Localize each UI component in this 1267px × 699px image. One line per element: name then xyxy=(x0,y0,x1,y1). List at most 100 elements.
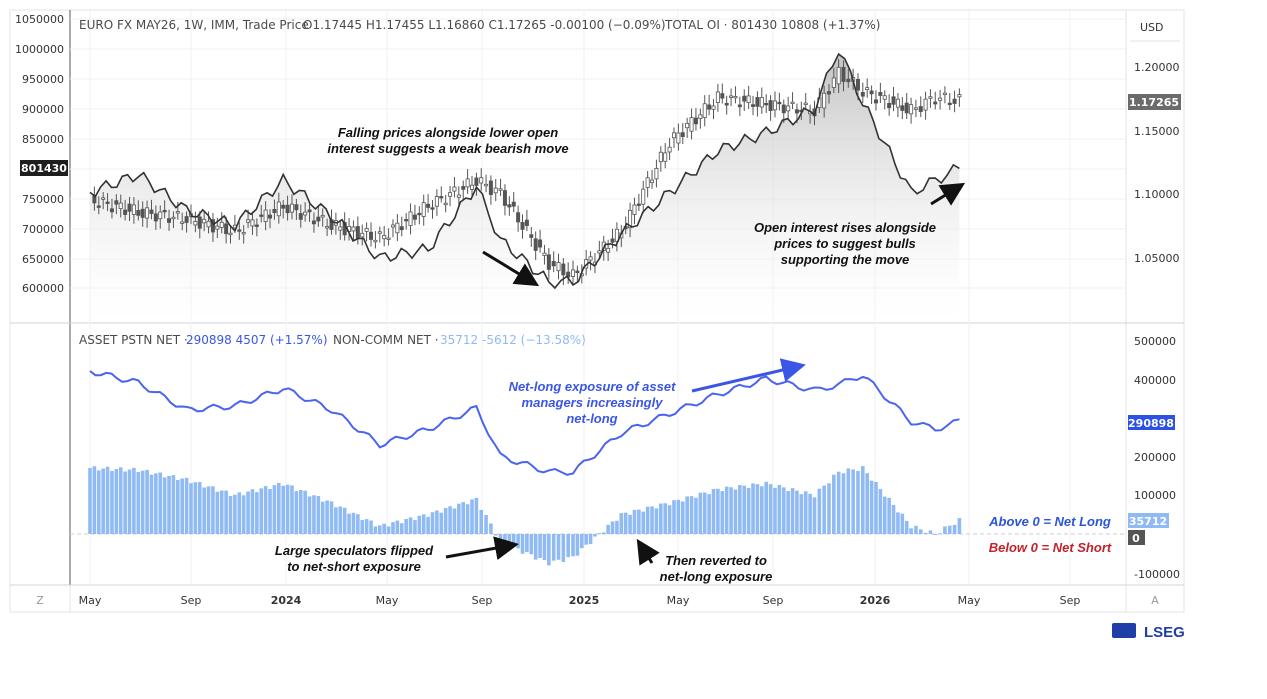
noncomm-bar xyxy=(846,468,851,534)
noncomm-bar xyxy=(294,491,299,534)
noncomm-bar xyxy=(465,504,470,534)
noncomm-bar xyxy=(711,488,716,534)
lseg-logo: LSEG xyxy=(1112,623,1185,641)
noncomm-bar xyxy=(832,474,836,534)
candle-body xyxy=(298,213,303,220)
candle-body xyxy=(259,214,264,217)
time-axis: May Sep 2024 May Sep 2025 May Sep 2026 M… xyxy=(79,594,1081,607)
noncomm-bar xyxy=(395,520,400,534)
noncomm-bar xyxy=(118,467,123,534)
candle-body xyxy=(733,95,738,99)
candle-body xyxy=(764,103,769,106)
candle-body xyxy=(276,201,281,217)
candle-body xyxy=(448,192,453,197)
noncomm-bar xyxy=(312,495,316,534)
noncomm-bar xyxy=(645,506,650,534)
candle-body xyxy=(551,260,556,267)
noncomm-bar xyxy=(386,526,391,534)
noncomm-bar xyxy=(623,512,628,534)
time-tick: Sep xyxy=(472,594,493,607)
noncomm-bar xyxy=(615,520,619,534)
candle-body xyxy=(175,211,180,214)
candle-body xyxy=(417,212,422,216)
noncomm-bar xyxy=(637,509,641,534)
lower-tick: 100000 xyxy=(1134,489,1176,502)
noncomm-bar xyxy=(874,481,878,534)
noncomm-bar xyxy=(933,534,938,535)
noncomm-net-bars xyxy=(88,466,962,566)
right-axis: 1.20000 1.15000 1.10000 1.05000 xyxy=(1134,61,1180,265)
candle-body xyxy=(654,168,659,180)
noncomm-bar xyxy=(790,488,795,534)
candle-body xyxy=(493,187,498,194)
candle-body xyxy=(720,93,725,99)
candle-body xyxy=(777,101,782,105)
noncomm-bar xyxy=(851,469,855,534)
noncomm-bar xyxy=(566,534,570,558)
time-tick: May xyxy=(79,594,102,607)
annotation-revert-line2: net-long exposure xyxy=(660,569,773,584)
noncomm-bar xyxy=(277,482,281,534)
candle-body xyxy=(895,98,900,108)
noncomm-bar xyxy=(180,478,185,534)
noncomm-bar xyxy=(127,469,132,534)
time-tick: 2024 xyxy=(271,594,302,607)
candle-body xyxy=(882,95,887,100)
candle-body xyxy=(685,122,690,129)
lseg-logo-mark xyxy=(1112,623,1136,638)
noncomm-bar xyxy=(413,520,417,534)
candle-body xyxy=(390,224,395,228)
candle-body xyxy=(281,204,286,209)
asset-position-path xyxy=(89,370,960,476)
candle-body xyxy=(153,213,158,222)
noncomm-last-badge xyxy=(1128,513,1169,528)
candle-body xyxy=(533,238,538,251)
noncomm-bar xyxy=(171,475,176,534)
candle-body xyxy=(524,219,529,227)
candle-body xyxy=(364,227,369,232)
noncomm-bar xyxy=(263,486,268,534)
timezone-button[interactable]: Z xyxy=(36,594,44,607)
candle-body xyxy=(479,177,484,184)
arrow-netlong xyxy=(691,358,806,393)
noncomm-bar xyxy=(329,501,334,534)
left-tick: 600000 xyxy=(22,282,64,295)
auto-scale-button[interactable]: A xyxy=(1151,594,1159,607)
candle-body xyxy=(303,211,308,216)
candle-body xyxy=(610,238,615,243)
noncomm-bar xyxy=(716,488,720,534)
asset-last-badge xyxy=(1128,415,1175,430)
noncomm-bar xyxy=(237,492,242,534)
noncomm-bar xyxy=(457,503,461,534)
noncomm-bar xyxy=(654,508,659,534)
candle-body xyxy=(149,209,154,214)
annotation-falling-line1: Falling prices alongside lower open xyxy=(338,125,558,140)
noncomm-bar xyxy=(952,524,957,534)
candle-body xyxy=(498,188,503,191)
annotation-rising-line2: prices to suggest bulls xyxy=(773,236,916,251)
candle-body xyxy=(502,190,507,206)
noncomm-bar xyxy=(795,490,799,534)
noncomm-bar xyxy=(571,534,575,557)
label-below-zero: Below 0 = Net Short xyxy=(989,540,1112,555)
noncomm-bar xyxy=(399,523,404,534)
noncomm-bar xyxy=(448,506,452,534)
candle-body xyxy=(923,98,928,111)
noncomm-bar xyxy=(887,497,891,534)
open-interest-area xyxy=(90,54,960,322)
noncomm-bar xyxy=(224,490,228,534)
candle-body xyxy=(272,208,277,214)
noncomm-bar xyxy=(470,499,474,534)
noncomm-bar xyxy=(378,525,382,534)
annotation-netlong-line1: Net-long exposure of asset xyxy=(509,379,677,394)
open-interest-fill xyxy=(90,54,960,322)
noncomm-bar xyxy=(746,487,751,534)
candle-body xyxy=(729,95,734,98)
open-interest-header: TOTAL OI · 801430 10808 (+1.37%) xyxy=(664,18,880,32)
noncomm-bar xyxy=(827,483,831,534)
noncomm-bar xyxy=(272,485,277,534)
candle-body xyxy=(768,100,773,111)
currency-label[interactable]: USD xyxy=(1140,21,1164,34)
ohlc-values: O1.17445 H1.17455 L1.16860 C1.17265 -0.0… xyxy=(303,18,666,32)
noncomm-bar xyxy=(938,533,942,535)
